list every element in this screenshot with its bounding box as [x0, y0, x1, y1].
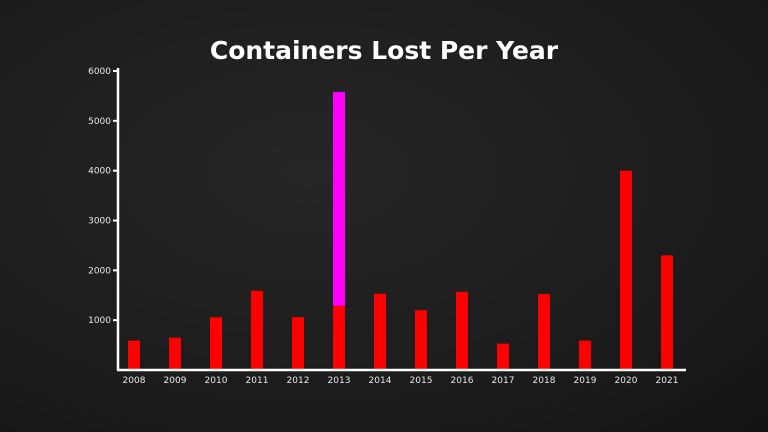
bar-2013 [333, 305, 345, 370]
y-tick-label: 4000 [88, 167, 111, 177]
x-tick-label: 2010 [205, 376, 228, 386]
bar-2008 [128, 340, 140, 370]
bar-2020 [620, 170, 632, 370]
x-tick-label: 2013 [328, 376, 351, 386]
bar-2016 [456, 291, 468, 370]
y-tick-label: 6000 [88, 67, 111, 77]
x-tick-label: 2016 [451, 376, 474, 386]
x-tick-label: 2012 [287, 376, 310, 386]
bar-2018 [538, 294, 550, 370]
y-tick-label: 3000 [88, 217, 111, 227]
x-tick-label: 2011 [246, 376, 269, 386]
bar-2015 [415, 310, 427, 370]
x-tick-label: 2021 [656, 376, 679, 386]
x-tick-label: 2020 [615, 376, 638, 386]
x-tick-label: 2017 [492, 376, 515, 386]
bar-2010 [210, 317, 222, 370]
bar-2017 [497, 343, 509, 370]
y-tick-label: 2000 [88, 266, 111, 276]
bar-2021 [661, 255, 673, 370]
bar-2019 [579, 340, 591, 370]
x-tick-label: 2015 [410, 376, 433, 386]
x-tick-label: 2009 [164, 376, 187, 386]
y-tick-label: 1000 [88, 316, 111, 326]
bar-2011 [251, 290, 263, 370]
bar-2013-segment-1 [333, 91, 345, 306]
x-tick-label: 2019 [574, 376, 597, 386]
bar-2009 [169, 337, 181, 370]
x-tick-label: 2008 [123, 376, 146, 386]
chart-title: Containers Lost Per Year [210, 36, 559, 65]
y-tick-label: 5000 [88, 117, 111, 127]
x-tick-label: 2014 [369, 376, 392, 386]
bar-2014 [374, 293, 386, 370]
x-tick-label: 2018 [533, 376, 556, 386]
bar-2012 [292, 317, 304, 370]
